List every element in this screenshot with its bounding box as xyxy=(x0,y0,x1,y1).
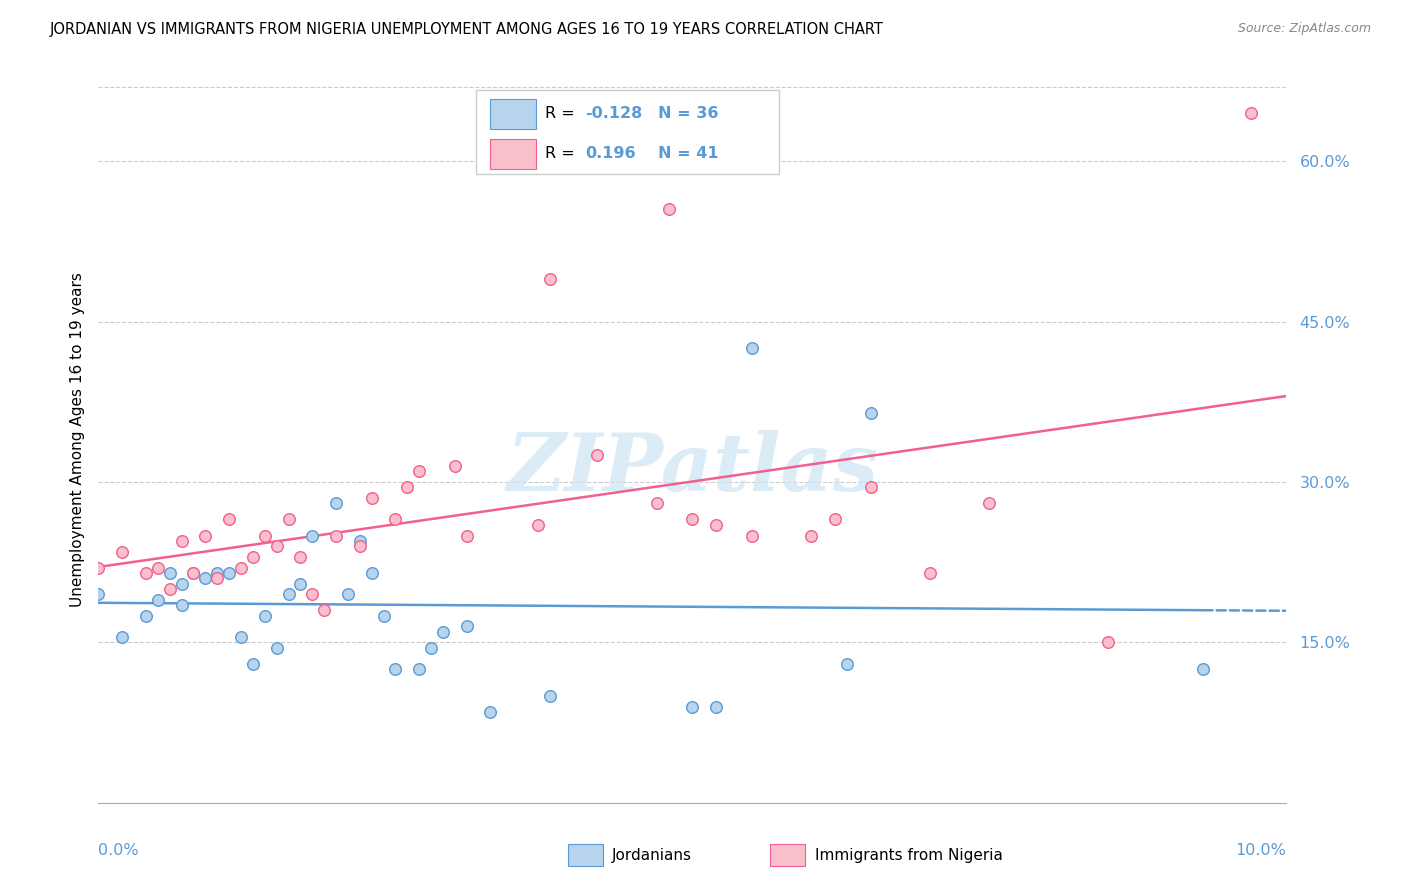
Point xyxy=(205,571,228,585)
Point xyxy=(183,566,205,580)
Point xyxy=(87,587,110,601)
Text: N = 41: N = 41 xyxy=(658,146,718,161)
Point xyxy=(266,539,288,553)
Point xyxy=(229,630,252,644)
Point xyxy=(111,630,134,644)
Point xyxy=(277,587,299,601)
Point xyxy=(835,657,858,671)
Text: -0.128: -0.128 xyxy=(585,106,643,121)
Point xyxy=(443,458,465,473)
Text: 10.0%: 10.0% xyxy=(1236,843,1286,858)
Text: ZIPatlas: ZIPatlas xyxy=(506,430,879,508)
Point xyxy=(301,587,323,601)
Point xyxy=(170,576,193,591)
Point xyxy=(336,587,359,601)
Point xyxy=(146,560,169,574)
Text: Source: ZipAtlas.com: Source: ZipAtlas.com xyxy=(1237,22,1371,36)
Point xyxy=(360,566,382,580)
Point xyxy=(645,496,668,510)
Point xyxy=(111,544,134,558)
Point xyxy=(266,640,288,655)
Point xyxy=(432,624,454,639)
Point xyxy=(242,549,264,564)
Point xyxy=(824,512,846,526)
Bar xyxy=(491,98,536,129)
Point xyxy=(170,533,193,548)
Point xyxy=(146,592,169,607)
Bar xyxy=(491,138,536,169)
Point xyxy=(586,448,609,462)
Text: 0.196: 0.196 xyxy=(585,146,636,161)
Point xyxy=(242,657,264,671)
Point xyxy=(135,566,157,580)
Point xyxy=(325,496,347,510)
Point xyxy=(301,528,323,542)
Point xyxy=(373,608,395,623)
Point xyxy=(218,566,240,580)
Text: R =: R = xyxy=(546,146,585,161)
Text: Jordanians: Jordanians xyxy=(612,847,692,863)
Point xyxy=(859,480,882,494)
Point xyxy=(384,662,406,676)
Point xyxy=(1240,106,1263,120)
Point xyxy=(253,528,276,542)
Point xyxy=(349,533,371,548)
Point xyxy=(800,528,823,542)
Point xyxy=(277,512,299,526)
Point xyxy=(479,705,502,719)
Point xyxy=(408,662,430,676)
Point xyxy=(396,480,419,494)
Point xyxy=(741,528,763,542)
Point xyxy=(384,512,406,526)
Point xyxy=(205,566,228,580)
Point xyxy=(170,598,193,612)
Point xyxy=(456,619,478,633)
Point xyxy=(681,512,703,526)
Point xyxy=(704,517,727,532)
Point xyxy=(741,342,763,356)
Point xyxy=(979,496,1001,510)
Point xyxy=(360,491,382,505)
Point xyxy=(704,699,727,714)
Point xyxy=(290,549,312,564)
Point xyxy=(194,571,217,585)
Bar xyxy=(769,844,806,866)
Point xyxy=(859,406,882,420)
Point xyxy=(538,689,561,703)
Text: JORDANIAN VS IMMIGRANTS FROM NIGERIA UNEMPLOYMENT AMONG AGES 16 TO 19 YEARS CORR: JORDANIAN VS IMMIGRANTS FROM NIGERIA UNE… xyxy=(49,22,883,37)
Point xyxy=(183,566,205,580)
Point xyxy=(159,582,181,596)
Y-axis label: Unemployment Among Ages 16 to 19 years: Unemployment Among Ages 16 to 19 years xyxy=(69,272,84,607)
Point xyxy=(218,512,240,526)
Text: Immigrants from Nigeria: Immigrants from Nigeria xyxy=(815,847,1002,863)
Point xyxy=(1192,662,1215,676)
Point xyxy=(253,608,276,623)
Text: 0.0%: 0.0% xyxy=(98,843,139,858)
Point xyxy=(349,539,371,553)
Point xyxy=(681,699,703,714)
Point xyxy=(135,608,157,623)
Bar xyxy=(568,844,603,866)
Point xyxy=(314,603,336,617)
Text: N = 36: N = 36 xyxy=(658,106,718,121)
Point xyxy=(1097,635,1119,649)
Point xyxy=(229,560,252,574)
Text: R =: R = xyxy=(546,106,581,121)
Point xyxy=(527,517,550,532)
Point xyxy=(920,566,942,580)
Point xyxy=(420,640,443,655)
Point xyxy=(194,528,217,542)
Point xyxy=(658,202,681,217)
FancyBboxPatch shape xyxy=(477,90,779,174)
Point xyxy=(290,576,312,591)
Point xyxy=(538,272,561,286)
Point xyxy=(325,528,347,542)
Point xyxy=(159,566,181,580)
Point xyxy=(456,528,478,542)
Point xyxy=(408,464,430,478)
Point xyxy=(87,560,110,574)
